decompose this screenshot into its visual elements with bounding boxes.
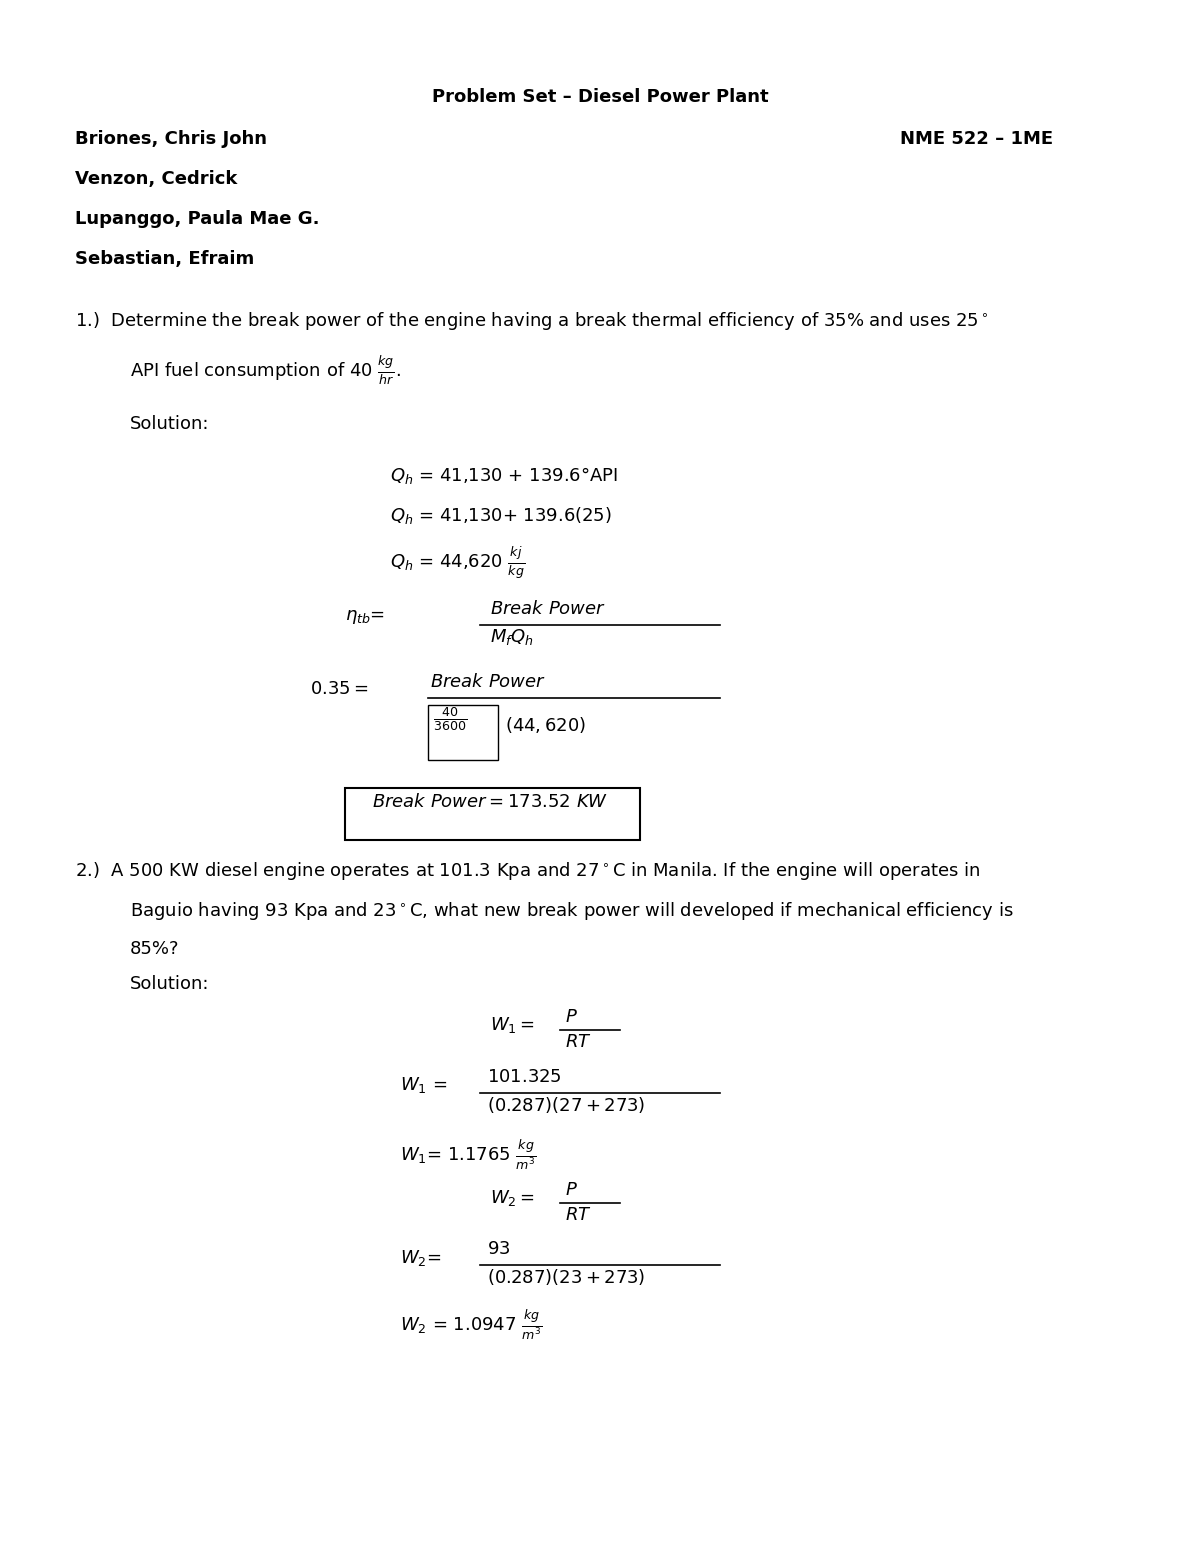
Text: $Q_h$ = 41,130 + 139.6°API: $Q_h$ = 41,130 + 139.6°API [390,464,618,486]
Text: 1.)  Determine the break power of the engine having a break thermal efficiency o: 1.) Determine the break power of the eng… [74,311,989,332]
Text: $101.325$: $101.325$ [487,1068,562,1086]
Bar [428,705,498,759]
Text: $RT$: $RT$ [565,1033,592,1051]
Text: 85%?: 85%? [130,940,180,958]
Text: Solution:: Solution: [130,415,210,433]
Text: $P$: $P$ [565,1008,578,1027]
Text: $\eta_{tb}$=: $\eta_{tb}$= [346,609,385,626]
Text: $P$: $P$ [565,1180,578,1199]
Text: $93$: $93$ [487,1239,510,1258]
Text: Problem Set – Diesel Power Plant: Problem Set – Diesel Power Plant [432,89,768,106]
Text: $Break\ Power$: $Break\ Power$ [490,599,606,618]
Text: NME 522 – 1ME: NME 522 – 1ME [900,130,1054,148]
Text: $W_2$ = 1.0947 $\frac{kg}{m^3}$: $W_2$ = 1.0947 $\frac{kg}{m^3}$ [400,1308,542,1342]
Text: Venzon, Cedrick: Venzon, Cedrick [74,169,238,188]
Text: Baguio having 93 Kpa and 23$^\circ$C, what new break power will developed if mec: Baguio having 93 Kpa and 23$^\circ$C, wh… [130,901,1014,922]
Text: $(0.287)(23+273)$: $(0.287)(23+273)$ [487,1267,646,1287]
Text: Briones, Chris John: Briones, Chris John [74,130,266,148]
Text: $W_2$=: $W_2$= [400,1249,442,1267]
Bar [346,787,640,840]
Text: $(44,620)$: $(44,620)$ [505,714,586,735]
Text: $Q_h$ = 44,620 $\frac{kj}{kg}$: $Q_h$ = 44,620 $\frac{kj}{kg}$ [390,545,526,581]
Text: $W_1$= 1.1765 $\frac{kg}{m^3}$: $W_1$= 1.1765 $\frac{kg}{m^3}$ [400,1138,536,1173]
Text: $\frac{40}{3600}$: $\frac{40}{3600}$ [433,705,467,733]
Text: 2.)  A 500 KW diesel engine operates at 101.3 Kpa and 27$^\circ$C in Manila. If : 2.) A 500 KW diesel engine operates at 1… [74,860,980,882]
Text: $RT$: $RT$ [565,1207,592,1224]
Text: API fuel consumption of 40 $\frac{kg}{hr}$.: API fuel consumption of 40 $\frac{kg}{hr… [130,356,401,387]
Text: $W_1$ =: $W_1$ = [400,1075,448,1095]
Text: $W_1=$: $W_1=$ [490,1016,535,1034]
Text: $W_2=$: $W_2=$ [490,1188,535,1208]
Text: $(0.287)(27+273)$: $(0.287)(27+273)$ [487,1095,646,1115]
Text: $Q_h$ = 41,130+ 139.6(25): $Q_h$ = 41,130+ 139.6(25) [390,505,612,526]
Text: Sebastian, Efraim: Sebastian, Efraim [74,250,254,269]
Text: $M_f Q_h$: $M_f Q_h$ [490,627,534,648]
Text: $0.35=$: $0.35=$ [310,680,368,697]
Text: Lupanggo, Paula Mae G.: Lupanggo, Paula Mae G. [74,210,319,228]
Text: $Break\ Power = 173.52\ KW$: $Break\ Power = 173.52\ KW$ [372,794,608,811]
Text: Solution:: Solution: [130,975,210,992]
Text: $Break\ Power$: $Break\ Power$ [430,672,546,691]
